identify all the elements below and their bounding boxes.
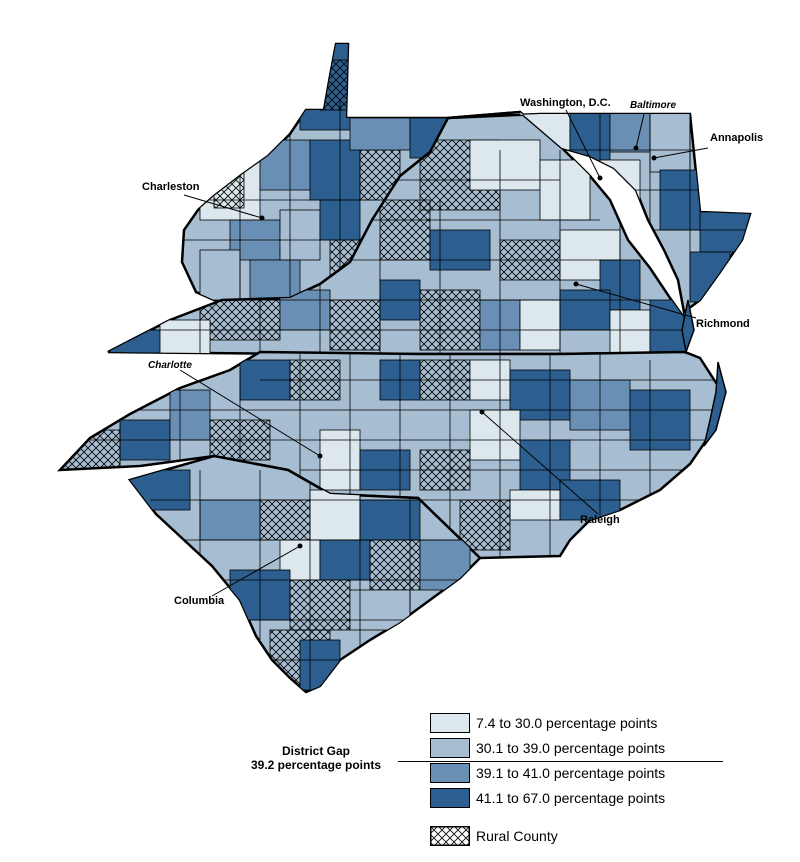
legend-label: 39.1 to 41.0 percentage points	[476, 765, 666, 781]
legend-divider	[398, 761, 723, 762]
county-region	[169, 389, 211, 441]
county-region	[319, 429, 361, 491]
legend-title: District Gap 39.2 percentage points	[236, 744, 396, 772]
county-region	[299, 639, 341, 691]
county-region	[609, 309, 651, 354]
county-region	[359, 499, 421, 541]
county-region	[469, 409, 521, 461]
coastal-islands	[681, 299, 727, 447]
county-region	[569, 112, 611, 163]
county-region	[429, 229, 491, 271]
county-region	[659, 169, 701, 231]
city-label-columbia: Columbia	[174, 595, 225, 607]
county-region	[349, 589, 411, 631]
county-region	[419, 289, 481, 351]
legend-swatch-rural	[430, 826, 470, 846]
city-labels: Charleston Washington, D.C. Baltimore An…	[142, 97, 763, 607]
county-region	[199, 249, 241, 301]
legend-title-line2: 39.2 percentage points	[250, 758, 382, 772]
legend-item-rural: Rural County	[430, 825, 558, 847]
legend-item: 39.1 to 41.0 percentage points	[430, 762, 665, 784]
city-dot	[633, 145, 639, 151]
county-region	[319, 539, 371, 581]
city-dot	[259, 215, 265, 221]
county-region	[249, 259, 301, 301]
legend-label: 7.4 to 30.0 percentage points	[476, 715, 658, 731]
county-region	[289, 579, 351, 631]
county-region	[130, 469, 191, 511]
county-region	[539, 159, 591, 221]
city-dot	[479, 409, 485, 415]
legend-label-rural: Rural County	[476, 828, 558, 844]
legend-swatch-class3	[430, 763, 470, 783]
city-label-washington: Washington, D.C.	[520, 97, 611, 109]
city-dot	[597, 175, 603, 181]
legend-title-line1: District Gap	[281, 744, 350, 758]
county-region	[199, 299, 281, 341]
city-dot	[317, 453, 323, 459]
legend-item: 30.1 to 39.0 percentage points	[430, 737, 665, 759]
county-region	[329, 299, 381, 351]
county-region	[609, 112, 651, 153]
county-region	[199, 499, 261, 541]
city-label-raleigh: Raleigh	[580, 514, 620, 526]
county-region	[469, 139, 541, 191]
city-label-baltimore: Baltimore	[630, 100, 677, 111]
county-region	[559, 289, 611, 331]
county-region	[159, 319, 211, 354]
county-region	[213, 167, 245, 209]
legend: District Gap 39.2 percentage points 7.4 …	[0, 700, 800, 862]
county-region	[459, 499, 511, 551]
legend-item: 7.4 to 30.0 percentage points	[430, 712, 657, 734]
city-label-richmond: Richmond	[696, 318, 750, 330]
county-region	[509, 489, 561, 521]
county-region	[349, 117, 411, 151]
state-north-carolina	[56, 350, 724, 560]
county-region	[259, 499, 311, 541]
county-region	[629, 389, 691, 451]
city-dot	[573, 281, 579, 287]
legend-swatch-class1	[430, 713, 470, 733]
county-region	[649, 112, 691, 173]
city-label-charlotte: Charlotte	[148, 360, 192, 371]
county-region	[259, 139, 311, 191]
legend-item: 41.1 to 67.0 percentage points	[430, 787, 665, 809]
legend-label: 30.1 to 39.0 percentage points	[476, 740, 666, 756]
city-dot	[297, 543, 303, 549]
county-region	[309, 489, 361, 541]
district-gap-map: Charleston Washington, D.C. Baltimore An…	[56, 42, 763, 694]
city-leaders	[179, 109, 709, 597]
legend-swatch-class4	[430, 788, 470, 808]
county-region	[60, 429, 121, 471]
legend-swatch-class2	[430, 738, 470, 758]
city-dots	[259, 145, 657, 549]
city-label-charleston: Charleston	[142, 181, 200, 193]
county-region	[369, 539, 421, 591]
county-region	[419, 539, 471, 591]
county-region	[279, 209, 321, 261]
county-region	[699, 211, 750, 253]
city-label-annapolis: Annapolis	[710, 132, 763, 144]
city-dot	[651, 155, 657, 161]
county-region	[379, 199, 431, 261]
state-virginia	[107, 110, 692, 356]
county-region	[519, 299, 561, 351]
county-region	[689, 251, 731, 303]
legend-label: 41.1 to 67.0 percentage points	[476, 790, 666, 806]
